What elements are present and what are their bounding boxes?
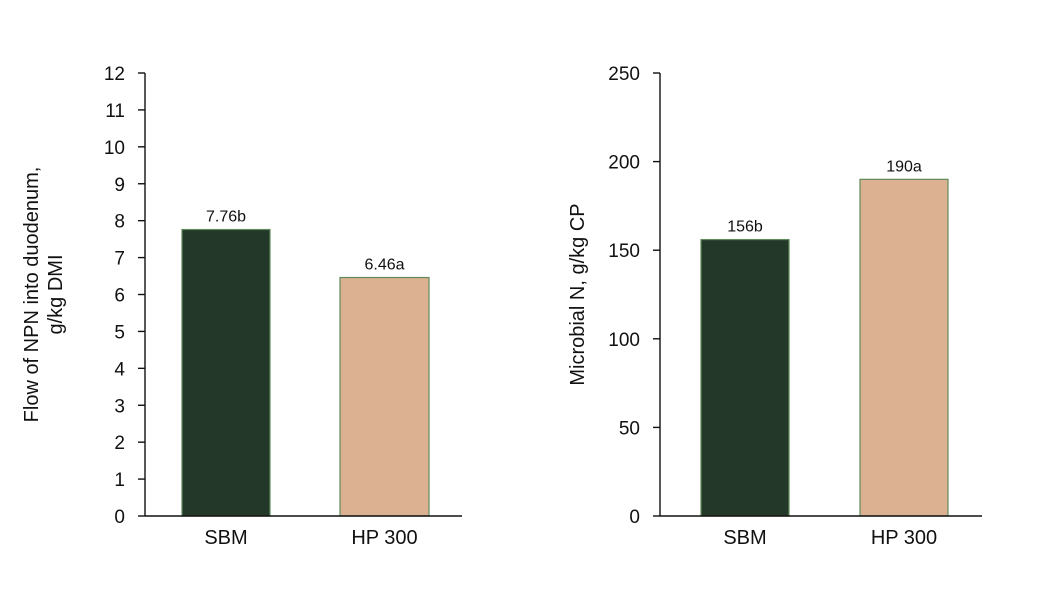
bar-sbm <box>181 228 271 517</box>
y-tick-label: 6 <box>114 286 125 307</box>
category-label: SBM <box>723 527 766 549</box>
y-tick-label: 9 <box>114 175 125 196</box>
y-axis-title-line: Flow of NPN into duodenum, <box>21 167 43 423</box>
y-tick-label: 2 <box>114 433 125 454</box>
category-label: HP 300 <box>871 527 937 549</box>
data-label: 190a <box>886 158 922 175</box>
data-label: 156b <box>727 219 763 236</box>
y-tick-label: 10 <box>104 138 125 159</box>
y-tick-label: 0 <box>114 507 125 528</box>
y-tick-label: 8 <box>114 212 125 233</box>
y-axis-title-line: g/kg DMI <box>45 254 67 334</box>
data-label: 7.76b <box>206 209 246 226</box>
y-tick-label: 150 <box>608 241 640 262</box>
bar-hp-300 <box>859 178 949 517</box>
y-tick-label: 7 <box>114 249 125 270</box>
y-tick-label: 200 <box>608 153 640 174</box>
y-tick-label: 1 <box>114 470 125 491</box>
y-tick-label: 5 <box>114 322 125 343</box>
data-label: 6.46a <box>364 257 404 274</box>
bar-hp-300 <box>339 276 430 517</box>
y-tick-label: 11 <box>105 101 125 122</box>
y-axis-title-line: Microbial N, g/kg CP <box>567 203 589 385</box>
y-tick-label: 4 <box>114 359 125 380</box>
bar-sbm <box>700 238 790 517</box>
y-tick-label: 3 <box>114 396 125 417</box>
y-tick-label: 100 <box>608 330 640 351</box>
y-tick-label: 0 <box>629 507 640 528</box>
y-tick-label: 250 <box>608 64 640 85</box>
y-tick-label: 12 <box>104 64 125 85</box>
category-label: SBM <box>204 527 247 549</box>
y-axis-title: Microbial N, g/kg CP <box>567 203 589 385</box>
category-label: HP 300 <box>351 527 417 549</box>
y-tick-label: 50 <box>619 418 640 439</box>
y-axis-title: Flow of NPN into duodenum, g/kg DMI <box>21 167 67 423</box>
chart-2: 156b SBM 190a HP 300 0 50 100 150 200 250 Microbia… <box>567 64 982 549</box>
